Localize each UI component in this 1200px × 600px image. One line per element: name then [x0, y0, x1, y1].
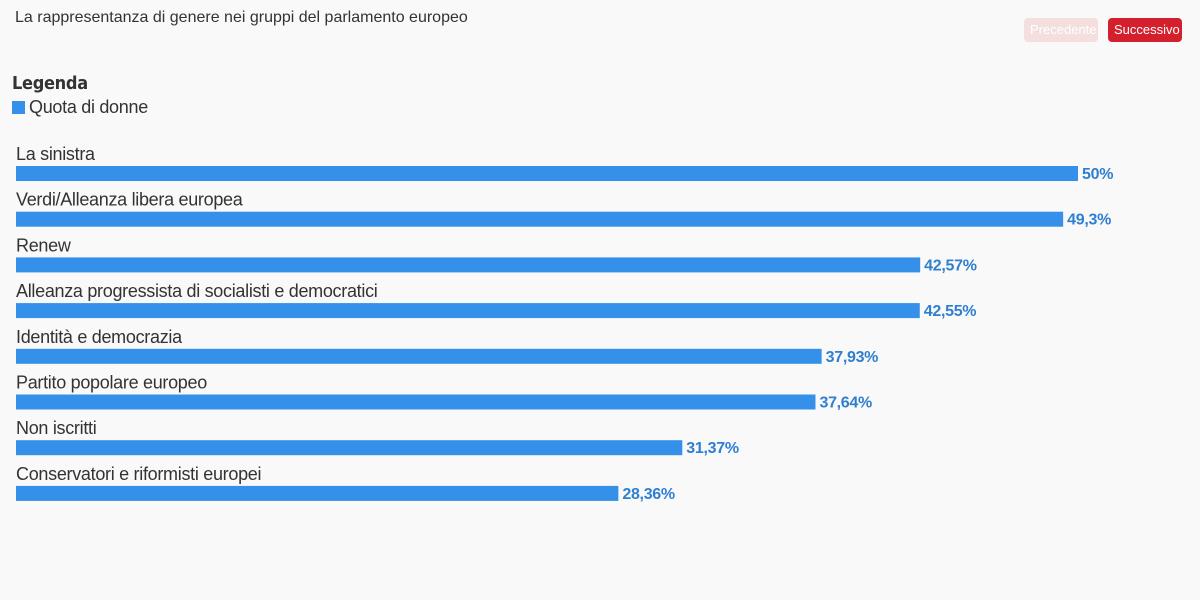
category-label: Alleanza progressista di socialisti e de… — [16, 281, 377, 301]
bar[interactable] — [16, 211, 1064, 227]
legend-item: Quota di donne — [12, 97, 148, 118]
category-label: La sinistra — [16, 144, 96, 164]
value-label: 50% — [1082, 166, 1113, 183]
legend-item-label: Quota di donne — [29, 97, 148, 117]
category-label: Partito popolare europeo — [16, 373, 207, 393]
bar[interactable] — [16, 440, 683, 456]
value-label: 42,55% — [924, 303, 977, 320]
value-label: 42,57% — [924, 257, 977, 274]
bar[interactable] — [16, 257, 921, 273]
bar[interactable] — [16, 166, 1078, 181]
legend-swatch — [12, 101, 25, 114]
category-label: Identità e democrazia — [16, 327, 183, 347]
value-label: 49,3% — [1067, 212, 1111, 229]
previous-button[interactable]: Precedente — [1024, 18, 1098, 42]
category-label: Conservatori e riformisti europei — [16, 464, 261, 484]
bar[interactable] — [16, 394, 816, 410]
category-label: Renew — [16, 235, 72, 255]
category-label: Verdi/Alleanza libera europea — [16, 190, 244, 210]
category-label: Non iscritti — [16, 418, 96, 438]
value-label: 28,36% — [622, 486, 675, 503]
bar[interactable] — [16, 303, 920, 319]
next-button[interactable]: Successivo — [1108, 18, 1182, 42]
legend-title: Legenda — [12, 73, 88, 94]
value-label: 31,37% — [686, 440, 739, 457]
bar[interactable] — [16, 485, 619, 501]
value-label: 37,64% — [819, 395, 872, 412]
value-label: 37,93% — [826, 349, 879, 366]
bar[interactable] — [16, 348, 822, 364]
chart-title: La rappresentanza di genere nei gruppi d… — [15, 9, 468, 26]
